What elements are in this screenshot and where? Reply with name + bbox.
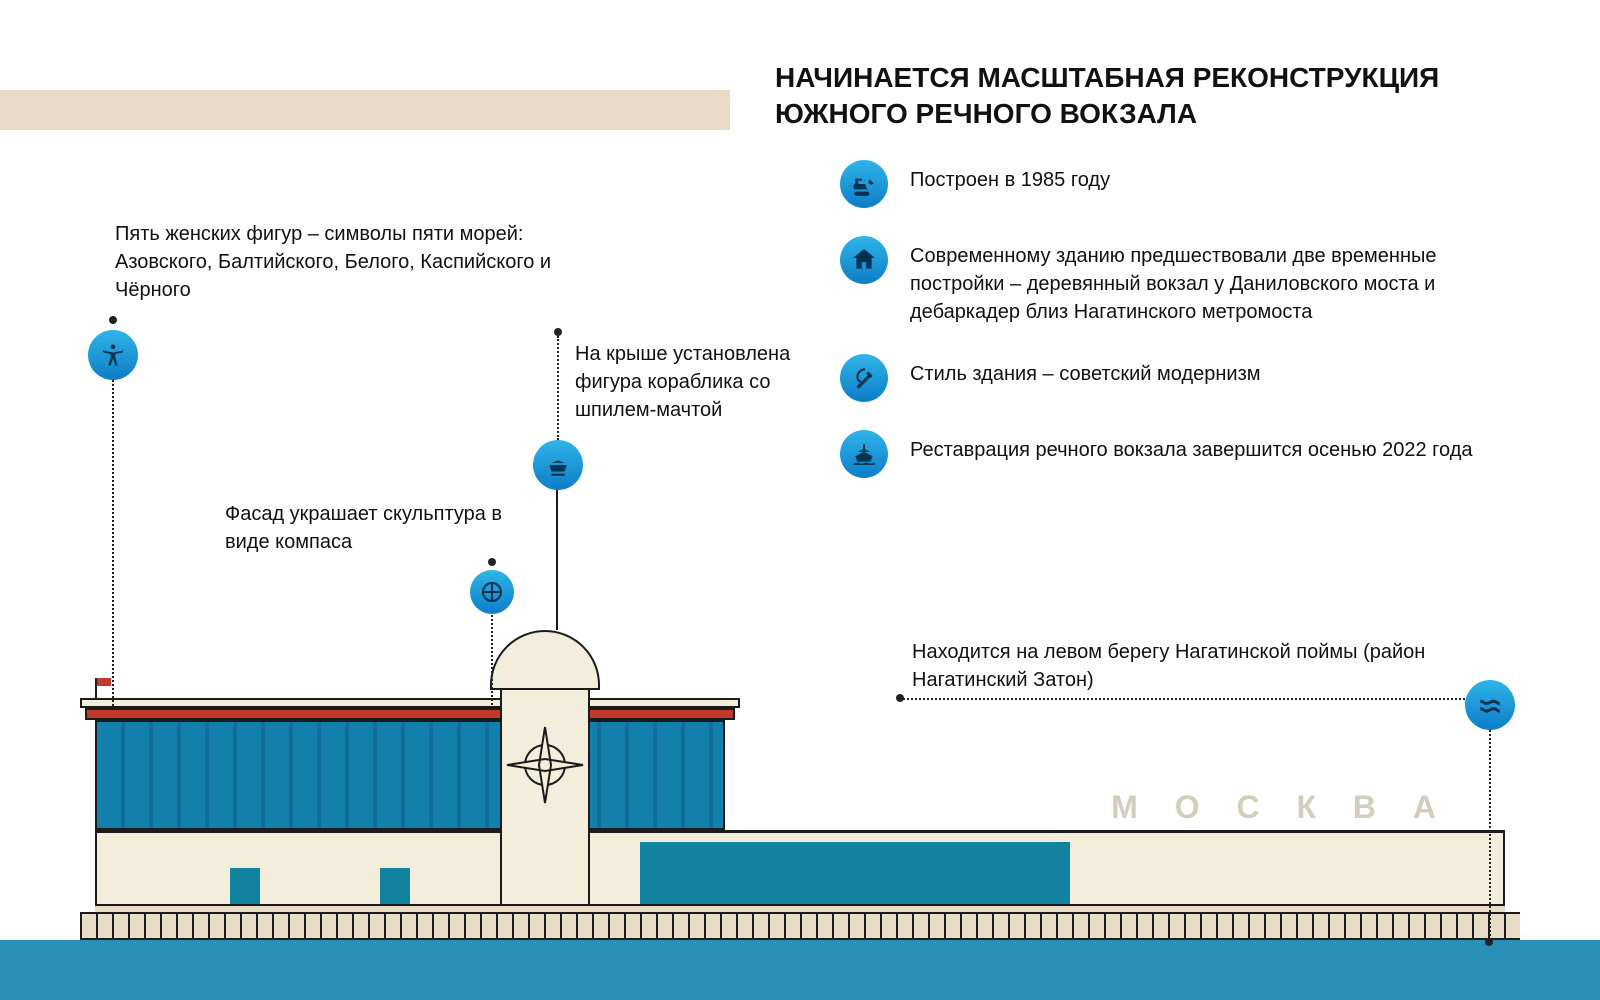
door [230,868,260,904]
lead-dot [554,328,562,336]
compass-callout-icon [470,570,514,614]
mast [556,490,558,630]
hut-icon [840,236,888,284]
lead-line [491,615,493,705]
location-icon [1465,680,1515,730]
lead-line [1489,730,1491,940]
lead-dot [896,694,904,702]
fact-item: Построен в 1985 году [840,160,1540,208]
lead-dot [1485,938,1493,946]
figure-icon [88,330,138,380]
fact-item: Стиль здания – советский модернизм [840,354,1540,402]
fact-item: Современному зданию предшествовали две в… [840,236,1540,326]
callout-figures-text: Пять женских фигур – символы пяти морей:… [115,220,605,304]
building-base-accent [640,842,1070,904]
compass-sculpture [505,725,585,805]
callout-compass-text: Фасад украшает скульптура в виде компаса [225,500,545,556]
lead-line [900,698,1465,700]
excavator-icon [840,160,888,208]
roof-flag [95,678,97,698]
ground-strip [95,906,1505,912]
embankment [80,912,1520,940]
water [0,940,1600,1000]
fact-text: Реставрация речного вокзала завершится о… [910,430,1473,464]
fact-text: Построен в 1985 году [910,160,1110,194]
page-title: НАЧИНАЕТСЯ МАСШТАБНАЯ РЕКОНСТРУКЦИЯЮЖНОГ… [775,60,1439,133]
fact-text: Современному зданию предшествовали две в… [910,236,1510,326]
lead-dot [109,316,117,324]
building-upper-cap [80,698,740,708]
lead-dot [488,558,496,566]
building-upper [95,720,725,830]
lead-line [112,380,114,710]
ship-wave-icon [840,430,888,478]
ship-icon [533,440,583,490]
moskva-label: М О С К В А [1111,789,1450,826]
facts-list: Построен в 1985 году Современному зданию… [840,160,1540,506]
building-upper-roof [85,708,735,720]
header-accent-bar [0,90,730,130]
building-tower-cap [490,630,600,690]
lead-line [557,336,559,440]
fact-text: Стиль здания – советский модернизм [910,354,1261,388]
door [380,868,410,904]
callout-ship-text: На крыше установлена фигура кораблика со… [575,340,855,424]
fact-item: Реставрация речного вокзала завершится о… [840,430,1540,478]
callout-location-text: Находится на левом берегу Нагатинской по… [912,638,1432,694]
